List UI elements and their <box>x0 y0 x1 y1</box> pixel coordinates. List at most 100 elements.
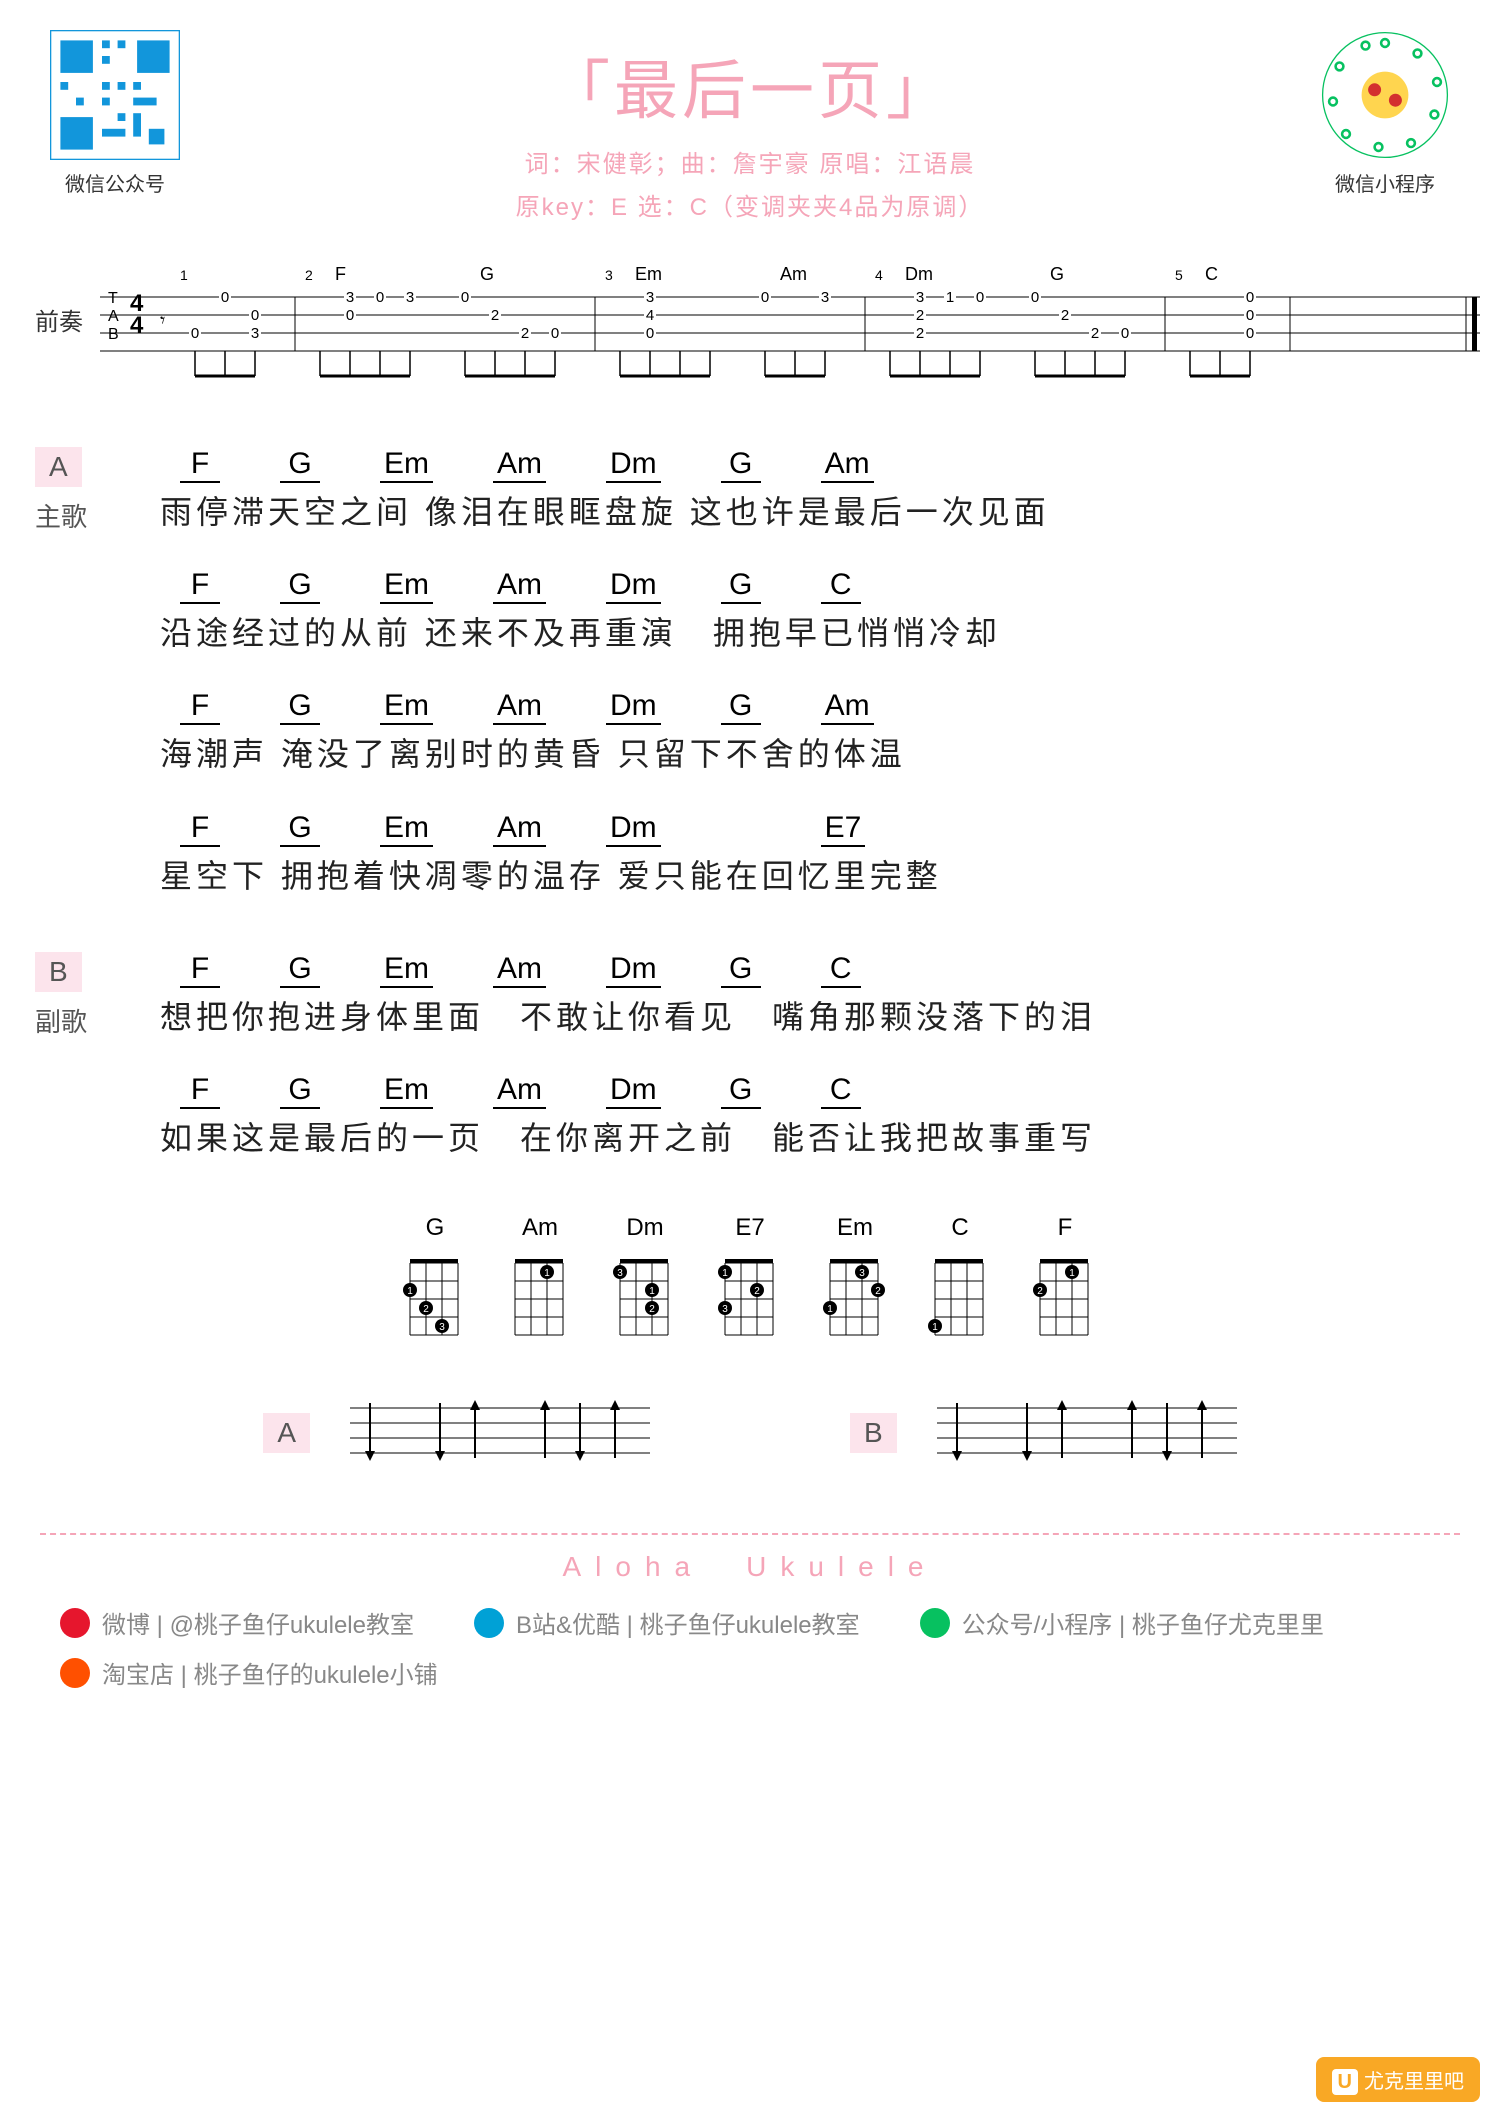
svg-text:1: 1 <box>649 1286 655 1297</box>
svg-text:3: 3 <box>859 1268 865 1279</box>
chord-diagram: E7123 <box>710 1214 790 1353</box>
lyrics-line: A主歌FGEmAmDmGAm雨停滞天空之间 像泪在眼眶盘旋 这也许是最后一次见面 <box>40 447 1460 538</box>
svg-text:0: 0 <box>1031 289 1039 306</box>
svg-text:3: 3 <box>251 325 259 342</box>
chord: Em <box>380 1073 433 1109</box>
chord-row: FGEmAmDmGC <box>100 568 1460 604</box>
svg-text:0: 0 <box>1246 307 1254 324</box>
chord: Dm <box>606 447 661 483</box>
chord: G <box>280 689 320 725</box>
section-tag: B <box>35 952 82 992</box>
strum-pattern: B <box>850 1393 1237 1473</box>
chord: Dm <box>606 811 661 847</box>
tab-staff: TAB44𝄾100032F3003G02203Em340Am034Dm32210… <box>100 262 1460 397</box>
svg-text:3: 3 <box>722 1304 728 1315</box>
qr-code-icon <box>50 30 180 160</box>
svg-text:1: 1 <box>946 289 954 306</box>
section-tag: A <box>35 447 82 487</box>
chord: Dm <box>606 568 661 604</box>
link-text: 公众号/小程序 | 桃子鱼仔尤克里里 <box>962 1605 1324 1640</box>
chord: C <box>821 568 861 604</box>
chord: G <box>721 689 761 725</box>
svg-text:5: 5 <box>1175 267 1183 283</box>
svg-text:3: 3 <box>821 289 829 306</box>
svg-text:0: 0 <box>221 289 229 306</box>
svg-text:1: 1 <box>827 1304 833 1315</box>
svg-text:T: T <box>108 290 118 307</box>
footer-link: 微博 | @桃子鱼仔ukulele教室 <box>60 1605 414 1640</box>
chord: Dm <box>606 1073 661 1109</box>
section-label: 副歌 <box>35 1002 87 1039</box>
chord: Am <box>821 689 874 725</box>
svg-text:0: 0 <box>346 307 354 324</box>
svg-text:1: 1 <box>1069 1268 1075 1279</box>
footer-brand: Aloha Ukulele <box>40 1533 1460 1585</box>
svg-text:2: 2 <box>754 1286 760 1297</box>
chord: Dm <box>606 952 661 988</box>
strum-patterns: AB <box>40 1393 1460 1473</box>
svg-text:0: 0 <box>461 289 469 306</box>
svg-text:0: 0 <box>761 289 769 306</box>
lyrics-container: A主歌FGEmAmDmGAm雨停滞天空之间 像泪在眼眶盘旋 这也许是最后一次见面… <box>40 447 1460 1164</box>
chord <box>721 811 761 847</box>
left-qr-label: 微信公众号 <box>40 168 190 197</box>
svg-text:Am: Am <box>780 264 807 284</box>
link-icon <box>60 1658 90 1688</box>
chord: Am <box>821 447 874 483</box>
chord: Em <box>380 811 433 847</box>
chord-name: Em <box>815 1214 895 1242</box>
lyric-text: 如果这是最后的一页 在你离开之前 能否让我把故事重写 <box>100 1113 1460 1164</box>
link-text: 微博 | @桃子鱼仔ukulele教室 <box>102 1605 414 1640</box>
intro-label: 前奏 <box>35 302 83 337</box>
svg-text:1: 1 <box>180 267 188 283</box>
strum-tag: B <box>850 1413 897 1453</box>
svg-text:G: G <box>1050 264 1064 284</box>
chord: Em <box>380 568 433 604</box>
svg-text:0: 0 <box>376 289 384 306</box>
svg-text:2: 2 <box>305 267 313 283</box>
svg-text:3: 3 <box>346 289 354 306</box>
chord: G <box>721 952 761 988</box>
chord-diagram: Am1 <box>500 1214 580 1353</box>
intro-section: 前奏 TAB44𝄾100032F3003G02203Em340Am034Dm32… <box>40 262 1460 397</box>
svg-text:C: C <box>1205 264 1218 284</box>
svg-text:1: 1 <box>544 1268 550 1279</box>
corner-watermark: U尤克里里吧 <box>1316 2057 1480 2102</box>
chord: G <box>721 1073 761 1109</box>
lyric-text: 沿途经过的从前 还来不及再重演 拥抱早已悄悄冷却 <box>100 608 1460 659</box>
chord: F <box>180 952 220 988</box>
svg-text:4: 4 <box>646 307 654 324</box>
svg-text:2: 2 <box>916 307 924 324</box>
svg-text:Dm: Dm <box>905 264 933 284</box>
chord-diagram: Dm123 <box>605 1214 685 1353</box>
chord-row: FGEmAmDmGAm <box>100 447 1460 483</box>
chord: F <box>180 568 220 604</box>
chord: Am <box>493 689 546 725</box>
svg-text:2: 2 <box>916 325 924 342</box>
left-qr: 微信公众号 <box>40 30 190 197</box>
chord: C <box>821 1073 861 1109</box>
lyrics-line: FGEmAmDmGC如果这是最后的一页 在你离开之前 能否让我把故事重写 <box>40 1073 1460 1164</box>
footer-link: 公众号/小程序 | 桃子鱼仔尤克里里 <box>920 1605 1324 1640</box>
svg-text:A: A <box>108 308 119 325</box>
lyric-text: 海潮声 淹没了离别时的黄昏 只留下不舍的体温 <box>100 729 1460 780</box>
chord: F <box>180 1073 220 1109</box>
svg-text:2: 2 <box>521 325 529 342</box>
chord-diagram: F12 <box>1025 1214 1105 1353</box>
svg-text:0: 0 <box>251 307 259 324</box>
section: B副歌FGEmAmDmGC想把你抱进身体里面 不敢让你看见 嘴角那颗没落下的泪F… <box>40 952 1460 1164</box>
section-label: 主歌 <box>35 497 87 534</box>
svg-text:Em: Em <box>635 264 662 284</box>
svg-text:2: 2 <box>1037 1286 1043 1297</box>
svg-text:0: 0 <box>1121 325 1129 342</box>
title-block: 「最后一页」 词：宋健彰；曲：詹宇豪 原唱：江语晨 原key：E 选：C（变调夹… <box>190 30 1310 222</box>
header: 微信公众号 「最后一页」 词：宋健彰；曲：詹宇豪 原唱：江语晨 原key：E 选… <box>40 30 1460 222</box>
svg-text:4: 4 <box>875 267 883 283</box>
svg-text:2: 2 <box>649 1304 655 1315</box>
chord: Em <box>380 952 433 988</box>
chord: Am <box>493 952 546 988</box>
svg-text:3: 3 <box>617 1268 623 1279</box>
right-qr: 微信小程序 <box>1310 30 1460 197</box>
chord-row: FGEmAmDmGC <box>100 1073 1460 1109</box>
section: A主歌FGEmAmDmGAm雨停滞天空之间 像泪在眼眶盘旋 这也许是最后一次见面… <box>40 447 1460 902</box>
